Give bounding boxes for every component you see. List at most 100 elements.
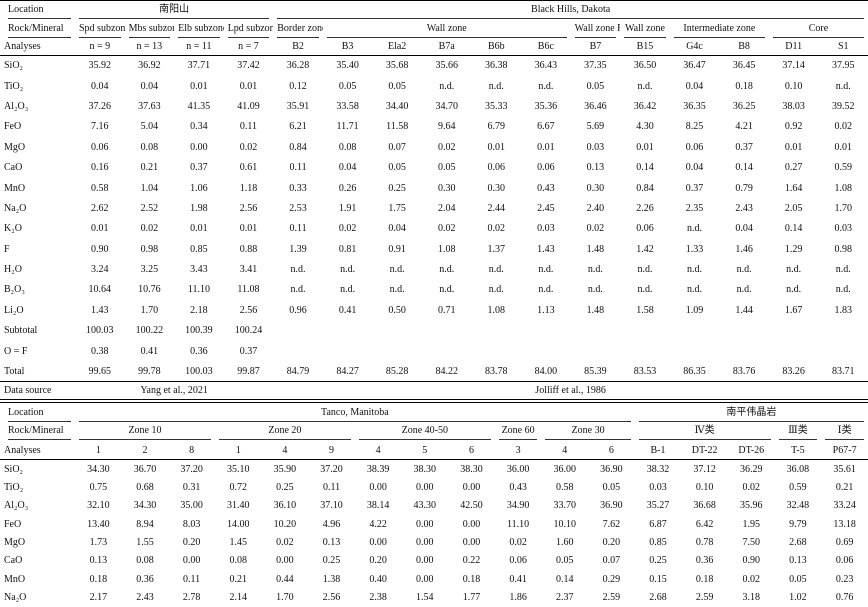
cell-value: 37.20: [320, 463, 343, 475]
zone-cell: Zone 20: [215, 422, 355, 441]
cell-value: 0.00: [276, 555, 294, 567]
data-row: SiO₂ 35.92 36.92 37.71 37.42 36.28 35.40 35.68 3…: [0, 56, 868, 76]
cell-value: 0.79: [735, 182, 753, 194]
header-label-cell: Location: [0, 403, 75, 422]
cell-value: 0.00: [416, 518, 434, 530]
cell-value: n.d.: [439, 80, 455, 92]
zone: Spd subzone: [79, 20, 125, 38]
cell-value: 0.31: [182, 481, 201, 493]
cell-value: n.d.: [637, 284, 653, 296]
zone: Ⅰ类: [825, 422, 864, 441]
cell-value: 0.41: [509, 573, 527, 585]
cell-value: 1.54: [416, 592, 434, 604]
cell-value: 1.46: [735, 243, 753, 255]
cell-value: 0.02: [437, 223, 456, 235]
cell-value: 0.98: [834, 243, 852, 255]
cell-value: n.d.: [340, 284, 356, 296]
data-row: CaO 0.16 0.21 0.37 0.61 0.11 0.04 0.05 0.05 0.06 0…: [0, 157, 868, 177]
cell-value: 1.33: [685, 243, 704, 255]
cell-value: n.d.: [488, 284, 504, 296]
data-row: CaO 0.13 0.08 0.00 0.08 0.00 0.25 0.20 0.00 0.22 0…: [0, 552, 868, 570]
cell-value: 1.13: [537, 304, 555, 316]
cell-value: 1.06: [190, 182, 208, 194]
cell-value: 1.44: [735, 304, 753, 316]
cell-value: 0.26: [338, 182, 357, 194]
cell-value: 0.20: [369, 555, 387, 567]
empty-cell: [571, 321, 621, 341]
empty-cell: [372, 341, 422, 361]
cell-value: 35.90: [273, 463, 297, 475]
cell-value: 0.25: [649, 555, 667, 567]
cell-value: 0.07: [602, 555, 621, 567]
cell-value: 2.17: [89, 592, 108, 604]
cell-value: 1.29: [784, 243, 803, 255]
cell-value: 37.26: [88, 100, 112, 112]
cell-value: 0.88: [239, 243, 258, 255]
zone: Zone 60: [498, 422, 538, 441]
cell-value: 0.01: [487, 141, 506, 153]
cell-value: 0.04: [388, 223, 406, 235]
row-label: Total: [4, 365, 25, 377]
zone: Wall zone: [624, 20, 666, 38]
cell-value: 0.13: [789, 555, 807, 567]
cell-value: 34.90: [506, 500, 530, 512]
cell-value: 11.71: [336, 121, 359, 133]
cell-value: 0.11: [322, 481, 341, 493]
cell-value: 1.91: [338, 202, 357, 214]
header-row: Rock/Mineral Spd subzoneMbs subzoneElb su…: [0, 20, 868, 39]
analysis: S1: [818, 38, 868, 56]
cell-value: 0.16: [91, 162, 109, 174]
cell-value: 38.39: [366, 463, 390, 475]
cell-value: 1.08: [487, 304, 506, 316]
data-row: FeO 7.16 5.04 0.34 0.11 6.21 11.71 11.58 9.64 6.7…: [0, 117, 868, 137]
cell-value: 86.35: [683, 365, 706, 377]
cell-value: 100.03: [86, 325, 114, 337]
cell-value: 2.68: [789, 537, 807, 548]
cell-value: 0.43: [537, 182, 555, 194]
cell-value: 100.22: [135, 325, 164, 337]
cell-value: 2.68: [649, 592, 667, 604]
empty-cell: [472, 341, 522, 361]
empty-cell: [472, 321, 522, 341]
cell-value: 36.47: [683, 60, 706, 72]
cell-value: 36.00: [553, 463, 576, 475]
zone-cell: Zone 30: [541, 422, 634, 441]
data-row: MnO 0.18 0.36 0.11 0.21 0.44 1.38 0.40 0.00 0.18 0…: [0, 570, 868, 588]
analysis: 4: [354, 440, 402, 461]
data-row: B₂O₃ 10.64 10.76 11.10 11.08 n.d. n.d. n.d. n.d.…: [0, 280, 868, 300]
cell-value: 0.08: [136, 555, 154, 567]
row-label: MnO: [4, 182, 26, 194]
cell-value: 0.01: [239, 80, 258, 92]
cell-value: 0.18: [735, 80, 753, 92]
cell-value: 38.30: [460, 463, 483, 475]
analysis: B15: [620, 38, 670, 56]
cell-value: n.d.: [687, 284, 703, 296]
cell-value: 0.36: [136, 573, 154, 585]
row-label: Al₂O₃: [4, 500, 29, 512]
analysis: B8: [719, 38, 769, 56]
cell-value: 0.10: [784, 80, 803, 92]
cell-value: 35.66: [435, 60, 458, 72]
empty-cell: [769, 341, 819, 361]
cell-value: 0.00: [416, 573, 434, 585]
cell-value: 0.04: [338, 162, 357, 174]
header-label: Analyses: [0, 440, 75, 461]
cell-value: 6.42: [695, 518, 714, 530]
zone: Zone 40-50: [358, 422, 491, 441]
cell-value: 0.08: [140, 141, 159, 153]
cell-value: 35.96: [740, 500, 763, 512]
cell-value: 0.08: [229, 555, 247, 567]
cell-value: 0.36: [695, 555, 714, 567]
zone: Elb subzone: [178, 20, 224, 38]
cell-value: 83.71: [831, 365, 855, 377]
empty-cell: [818, 321, 868, 341]
cell-value: 3.18: [742, 592, 761, 604]
cell-value: 0.06: [487, 162, 506, 174]
cell-value: 1.09: [685, 304, 704, 316]
data-row: F 0.90 0.98 0.85 0.88 1.39 0.81 0.91 1.08 1.37 1.4…: [0, 239, 868, 259]
cell-value: 1.60: [555, 537, 574, 548]
cell-value: 0.29: [602, 573, 621, 585]
cell-value: 34.30: [87, 463, 110, 475]
analysis: 2: [121, 440, 169, 461]
